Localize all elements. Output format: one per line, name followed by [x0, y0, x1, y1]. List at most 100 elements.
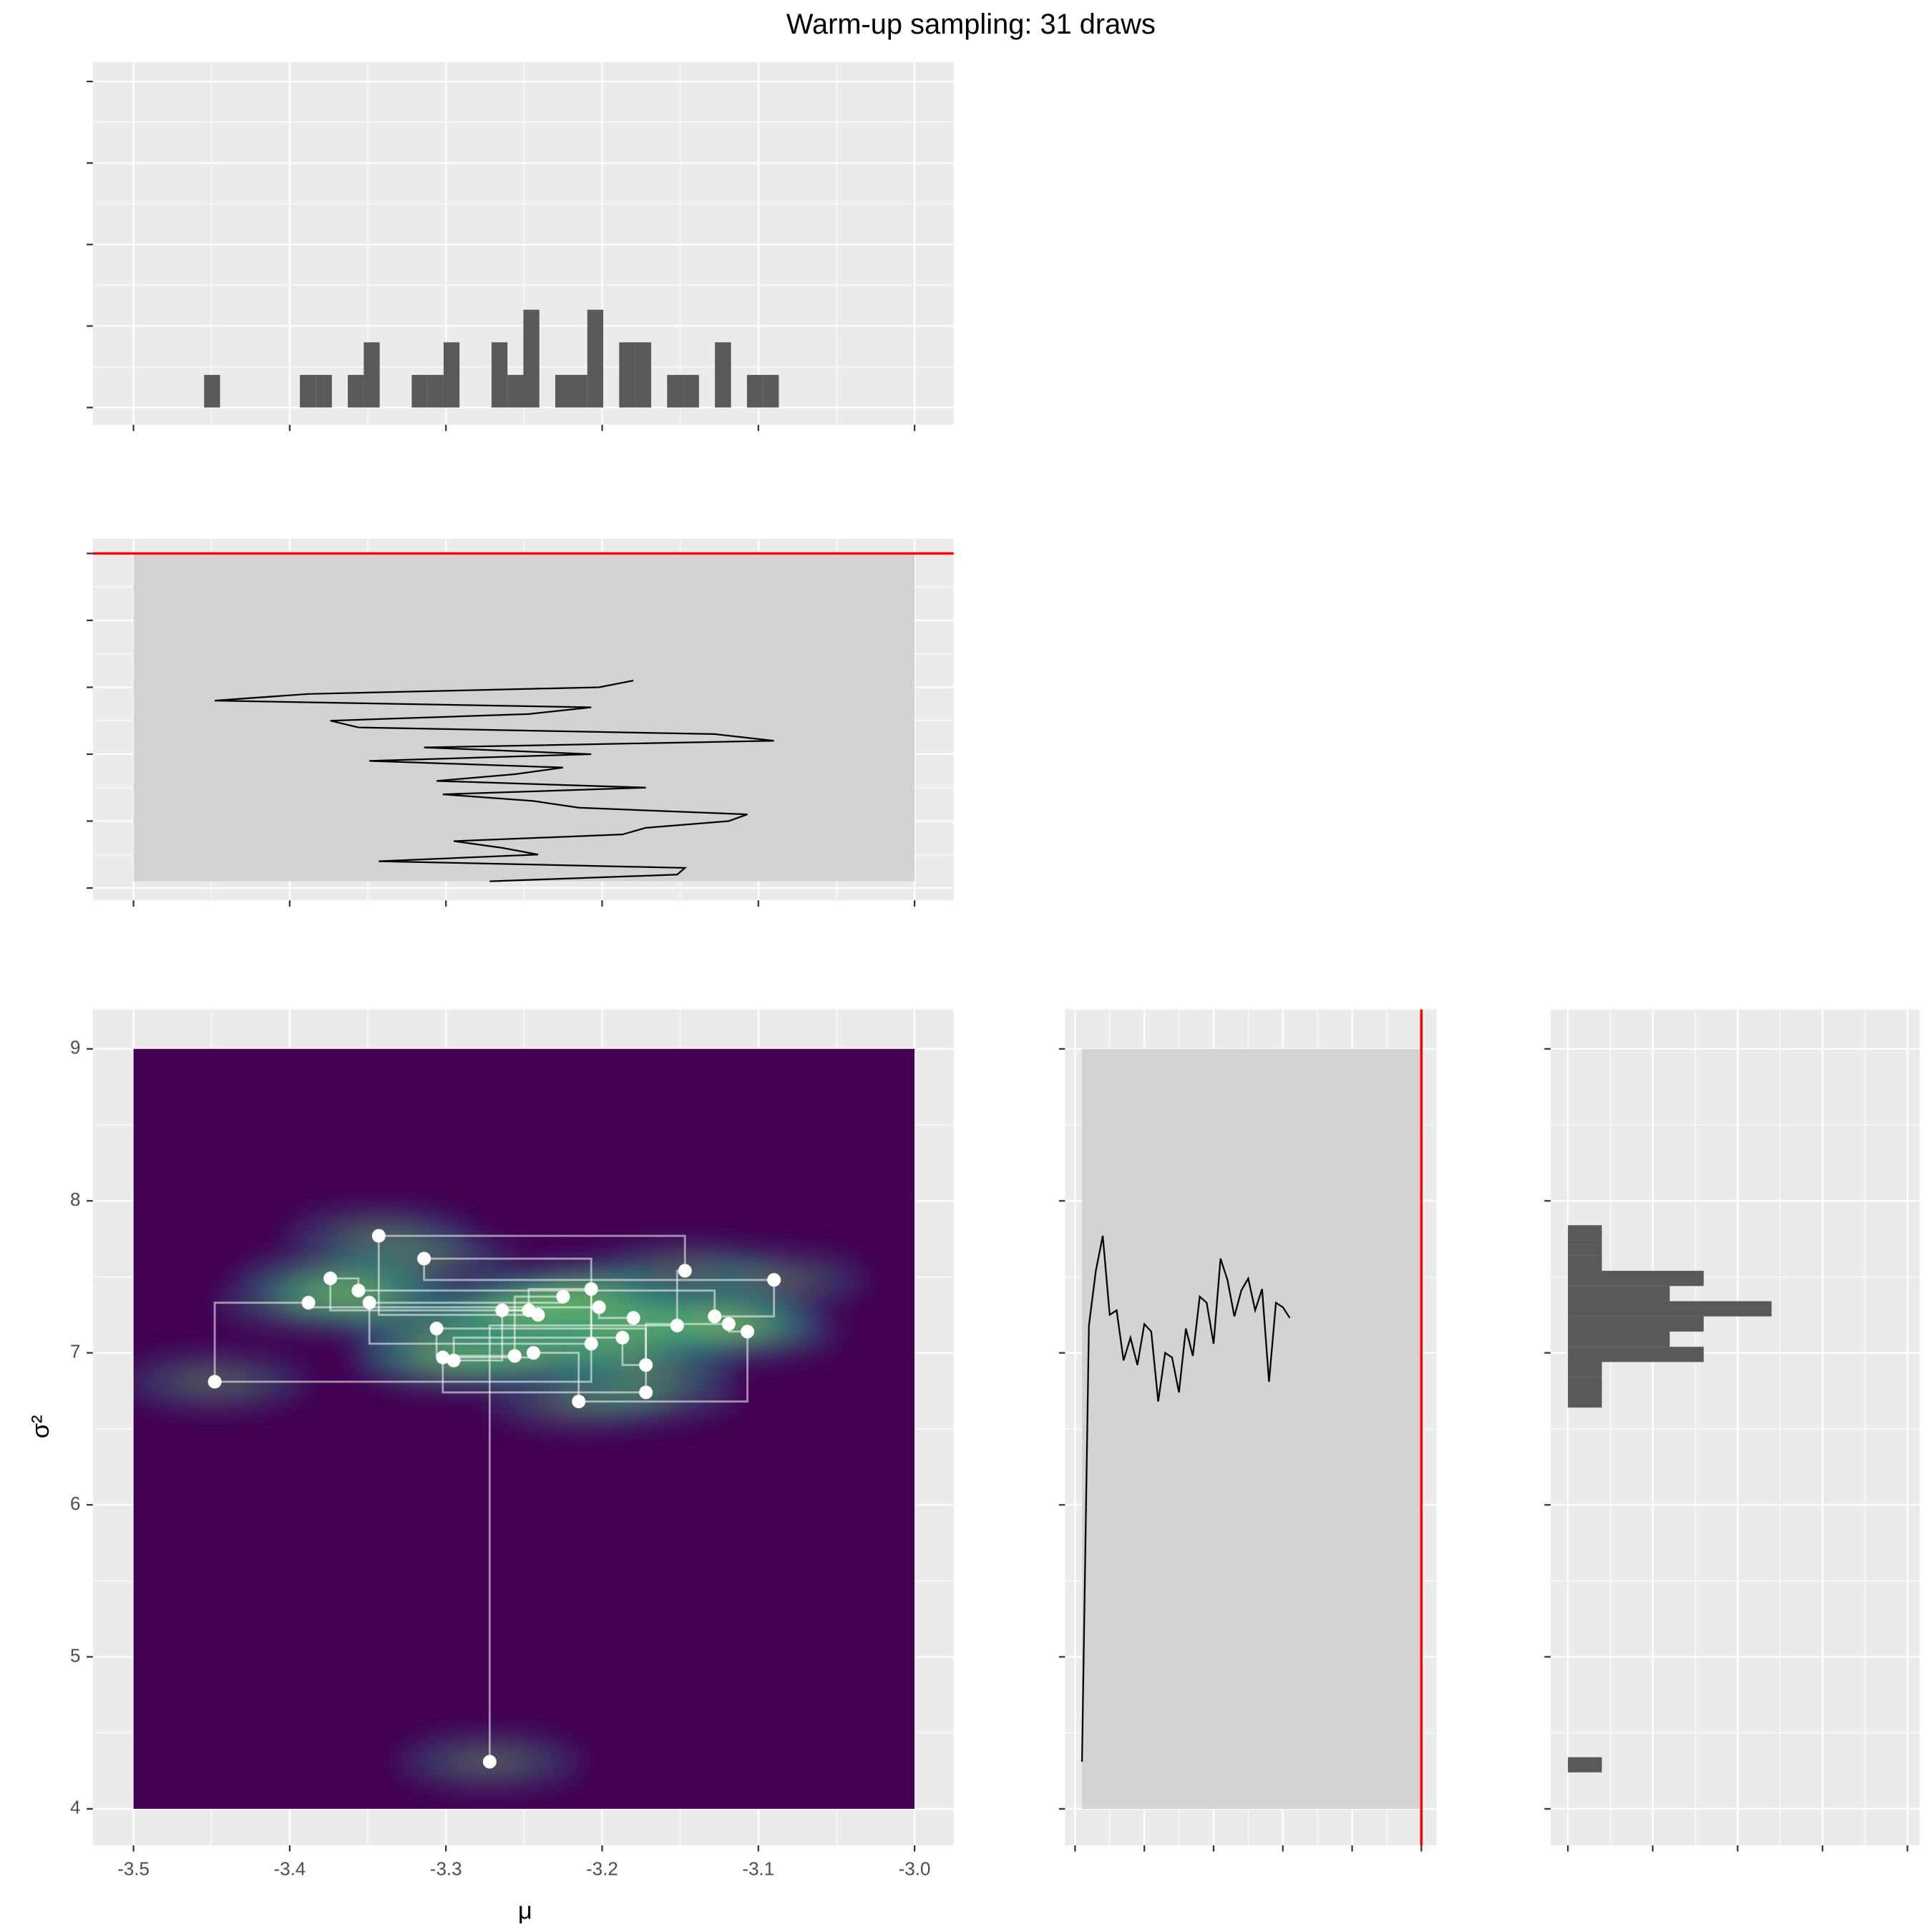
- x-tick-label: -3.0: [899, 1858, 931, 1879]
- draw-point: [522, 1303, 536, 1317]
- histogram-bar: [1568, 1286, 1670, 1302]
- histogram-bar: [1568, 1270, 1704, 1287]
- histogram-bar: [1568, 1362, 1602, 1377]
- density-background: [133, 1048, 915, 1809]
- draw-point: [639, 1358, 653, 1372]
- x-tick-label: -3.3: [430, 1858, 462, 1879]
- sampler-step: [441, 1357, 646, 1394]
- sampler-step: [423, 1258, 774, 1282]
- y-tick-label: 9: [70, 1037, 80, 1058]
- draw-point: [721, 1317, 736, 1331]
- y-tick-label: 5: [70, 1644, 80, 1666]
- histogram-bar: [635, 342, 652, 408]
- sampler-step: [621, 1337, 646, 1367]
- draw-point: [626, 1311, 640, 1325]
- x-tick-label: -3.1: [742, 1858, 774, 1879]
- draw-point: [495, 1303, 509, 1317]
- sampler-step: [213, 1302, 309, 1382]
- draw-point: [584, 1282, 598, 1296]
- draw-point: [447, 1353, 461, 1367]
- draw-point: [323, 1272, 338, 1286]
- histogram-bar: [204, 374, 220, 408]
- panel-background: [92, 62, 954, 425]
- sampler-step: [452, 1337, 623, 1361]
- y-tick-label: 7: [70, 1340, 80, 1362]
- draw-point: [429, 1322, 444, 1336]
- histogram-bar: [316, 374, 332, 408]
- histogram-bar: [683, 374, 699, 408]
- histogram-bar: [1568, 1240, 1602, 1256]
- sampler-step: [379, 1234, 686, 1271]
- draw-point: [371, 1229, 386, 1243]
- histogram-bar: [1568, 1225, 1602, 1241]
- histogram-bar: [587, 309, 604, 408]
- trace-line: [215, 680, 774, 882]
- trace-line: [1080, 1235, 1291, 1762]
- draw-point: [362, 1296, 376, 1310]
- histogram-bar: [571, 374, 587, 408]
- draw-point: [556, 1289, 570, 1304]
- draw-point: [678, 1264, 692, 1278]
- sampler-step: [215, 1289, 592, 1383]
- sampler-step: [533, 1352, 580, 1402]
- histogram-bar: [300, 374, 316, 408]
- y-tick-label: 4: [70, 1797, 80, 1818]
- draw-point: [741, 1324, 755, 1339]
- histogram-bar: [491, 342, 508, 408]
- histogram-bar: [443, 342, 460, 408]
- sampler-step: [358, 1289, 716, 1317]
- sampler-step: [578, 1331, 748, 1402]
- draw-point: [351, 1284, 366, 1298]
- histogram-bar: [555, 374, 572, 408]
- sampler-step: [329, 1278, 529, 1312]
- draw-point: [436, 1350, 450, 1365]
- histogram-bar: [1568, 1316, 1704, 1332]
- draw-point: [767, 1273, 781, 1287]
- draw-point: [670, 1318, 684, 1332]
- histogram-bar: [1568, 1392, 1602, 1408]
- sampler-step: [527, 1288, 592, 1311]
- histogram-bar: [746, 374, 763, 408]
- x-axis-label: μ: [518, 1897, 532, 1924]
- y-axis-label: σ²: [27, 1415, 54, 1438]
- histogram-bar: [1568, 1255, 1602, 1271]
- draw-point: [208, 1375, 222, 1389]
- histogram-bar: [427, 374, 444, 408]
- sampling-window: [1082, 1048, 1422, 1809]
- histogram-bar: [507, 374, 524, 408]
- sampler-step: [513, 1295, 563, 1356]
- histogram-bar: [523, 309, 540, 408]
- histogram-bar: [348, 374, 364, 408]
- sampler-step: [488, 1324, 678, 1762]
- histogram-bar: [1568, 1331, 1670, 1347]
- x-tick-label: -3.5: [117, 1858, 150, 1879]
- chart-title: Warm-up sampling: 31 draws: [786, 9, 1156, 40]
- histogram-bar: [715, 342, 731, 408]
- histogram-bar: [364, 342, 380, 408]
- draw-point: [708, 1309, 722, 1324]
- y-tick-label: 6: [70, 1493, 80, 1514]
- draw-point: [507, 1349, 522, 1363]
- x-tick-label: -3.4: [274, 1858, 306, 1879]
- draw-point: [592, 1300, 606, 1314]
- sampler-step: [368, 1302, 592, 1345]
- draw-point: [301, 1296, 316, 1310]
- sampler-step: [377, 1236, 538, 1316]
- sampler-step: [714, 1279, 776, 1318]
- draw-point: [526, 1346, 540, 1360]
- x-tick-label: -3.2: [586, 1858, 618, 1879]
- histogram-bar: [619, 342, 635, 408]
- draw-point: [417, 1252, 431, 1266]
- panel-background: [1550, 1009, 1920, 1845]
- histogram-bar: [1568, 1377, 1602, 1392]
- draw-point: [572, 1395, 586, 1409]
- histogram-bar: [1568, 1757, 1602, 1772]
- y-tick-label: 8: [70, 1189, 80, 1210]
- draw-point: [584, 1337, 598, 1351]
- histogram-bar: [763, 374, 779, 408]
- draw-point: [615, 1330, 630, 1345]
- sampler-step: [454, 1310, 504, 1362]
- draw-point: [482, 1755, 497, 1769]
- histogram-bar: [1568, 1347, 1704, 1362]
